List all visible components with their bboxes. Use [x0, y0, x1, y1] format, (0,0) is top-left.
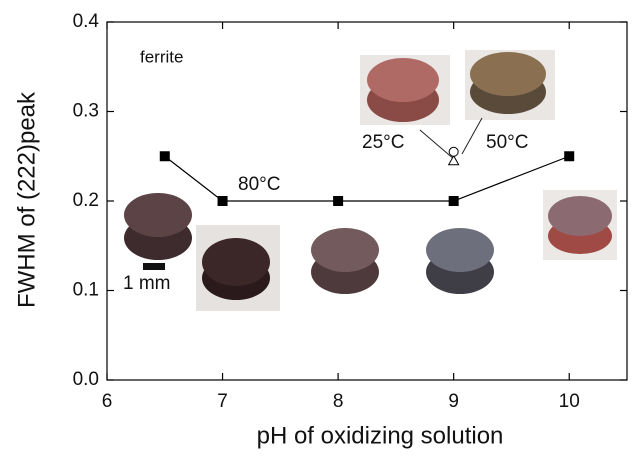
data-point [449, 156, 459, 165]
chart: pH of oxidizing solution FWHM of (222)pe… [0, 0, 633, 459]
y-tick-label: 0.1 [73, 280, 99, 301]
photo-pellet [202, 238, 270, 286]
annotation: 1 mm [123, 273, 171, 294]
annotation: 25°C [362, 132, 404, 153]
y-axis-label: FWHM of (222)peak [13, 91, 40, 308]
page: pH of oxidizing solution FWHM of (222)pe… [0, 0, 633, 459]
scale-bar [143, 263, 165, 270]
data-point [333, 196, 343, 206]
data-point [449, 196, 459, 206]
photo-pellet [548, 196, 612, 236]
x-axis-label: pH of oxidizing solution [257, 422, 504, 449]
annotation: 50°C [486, 132, 528, 153]
sample-photos [124, 50, 617, 311]
data-point [218, 196, 228, 206]
y-tick-label: 0.4 [73, 11, 100, 32]
x-tick-label: 9 [448, 391, 459, 412]
leader-line [462, 118, 482, 154]
annotation: ferrite [140, 47, 183, 66]
data-point [449, 147, 458, 156]
photo-pellet [470, 52, 546, 96]
x-tick-label: 6 [102, 391, 113, 412]
photo-pellet [426, 228, 494, 272]
photo-pellet [311, 228, 379, 272]
data-point [160, 151, 170, 161]
y-tick-label: 0.3 [73, 101, 99, 122]
x-tick-label: 10 [559, 391, 580, 412]
x-tick-label: 7 [217, 391, 228, 412]
annotation: 80°C [238, 174, 280, 195]
data-point [564, 151, 574, 161]
leader-line [420, 130, 455, 160]
x-tick-label: 8 [333, 391, 344, 412]
series-line [165, 156, 569, 201]
y-tick-label: 0.0 [73, 369, 99, 390]
photo-pellet [367, 58, 439, 102]
photo-pellet [124, 193, 192, 237]
y-tick-label: 0.2 [73, 190, 99, 211]
